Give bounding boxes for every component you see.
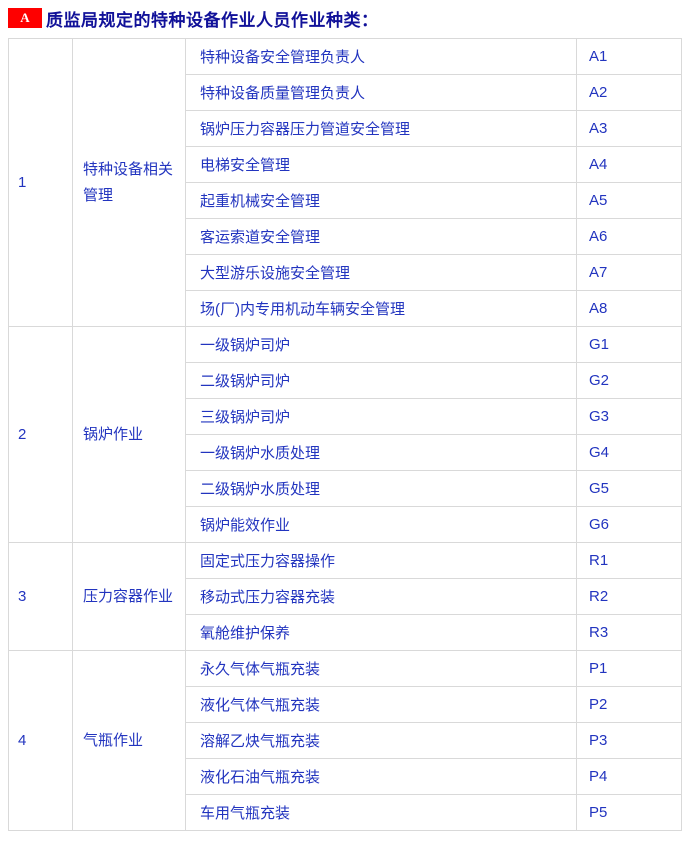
item-code-cell: G3 bbox=[576, 398, 682, 435]
item-code-cell: R3 bbox=[576, 614, 682, 651]
item-code-cell: A5 bbox=[576, 182, 682, 219]
item-name-cell: 特种设备安全管理负责人 bbox=[185, 38, 577, 75]
table-row: 电梯安全管理 A4 bbox=[9, 146, 682, 183]
table-row: 三级锅炉司炉 G3 bbox=[9, 398, 682, 435]
job-categories-table: 1 特种设备相关管理 特种设备安全管理负责人 A1 特种设备质量管理负责人 A2… bbox=[8, 38, 682, 831]
table-row: 大型游乐设施安全管理 A7 bbox=[9, 254, 682, 291]
category-cell: 气瓶作业 bbox=[72, 650, 186, 831]
table-row: 3 压力容器作业 固定式压力容器操作 R1 bbox=[8, 542, 682, 651]
item-name-cell: 二级锅炉司炉 bbox=[185, 362, 577, 399]
item-code-cell: G6 bbox=[576, 506, 682, 543]
table-row: 二级锅炉司炉 G2 bbox=[9, 362, 682, 399]
category-cell: 特种设备相关管理 bbox=[72, 38, 186, 327]
group-number-cell: 1 bbox=[8, 38, 73, 327]
item-code-cell: P1 bbox=[576, 650, 682, 687]
item-code-cell: A4 bbox=[576, 146, 682, 183]
item-code-cell: R1 bbox=[576, 542, 682, 579]
item-name-cell: 锅炉能效作业 bbox=[185, 506, 577, 543]
group-number-cell: 4 bbox=[8, 650, 73, 831]
table-row: 二级锅炉水质处理 G5 bbox=[9, 470, 682, 507]
item-name-cell: 三级锅炉司炉 bbox=[185, 398, 577, 435]
item-name-cell: 二级锅炉水质处理 bbox=[185, 470, 577, 507]
item-code-cell: G2 bbox=[576, 362, 682, 399]
item-code-cell: G5 bbox=[576, 470, 682, 507]
item-name-cell: 场(厂)内专用机动车辆安全管理 bbox=[185, 290, 577, 327]
table-row: 起重机械安全管理 A5 bbox=[9, 182, 682, 219]
item-code-cell: R2 bbox=[576, 578, 682, 615]
item-code-cell: P2 bbox=[576, 686, 682, 723]
table-row: 特种设备质量管理负责人 A2 bbox=[9, 74, 682, 111]
item-name-cell: 大型游乐设施安全管理 bbox=[185, 254, 577, 291]
item-name-cell: 电梯安全管理 bbox=[185, 146, 577, 183]
item-name-cell: 液化石油气瓶充装 bbox=[185, 758, 577, 795]
table-row: 锅炉压力容器压力管道安全管理 A3 bbox=[9, 110, 682, 147]
item-code-cell: P4 bbox=[576, 758, 682, 795]
item-code-cell: G1 bbox=[576, 326, 682, 363]
table-row: 溶解乙炔气瓶充装 P3 bbox=[9, 722, 682, 759]
table-row: 液化石油气瓶充装 P4 bbox=[9, 758, 682, 795]
item-name-cell: 起重机械安全管理 bbox=[185, 182, 577, 219]
table-row: 客运索道安全管理 A6 bbox=[9, 218, 682, 255]
item-code-cell: A3 bbox=[576, 110, 682, 147]
item-name-cell: 车用气瓶充装 bbox=[185, 794, 577, 831]
page-title: 质监局规定的特种设备作业人员作业种类： bbox=[46, 10, 379, 30]
category-cell: 压力容器作业 bbox=[72, 542, 186, 651]
table-row: 2 锅炉作业 一级锅炉司炉 G1 bbox=[8, 326, 682, 543]
table-row: 车用气瓶充装 P5 bbox=[9, 794, 682, 831]
item-name-cell: 固定式压力容器操作 bbox=[185, 542, 577, 579]
item-code-cell: G4 bbox=[576, 434, 682, 471]
item-name-cell: 氧舱维护保养 bbox=[185, 614, 577, 651]
item-code-cell: A1 bbox=[576, 38, 682, 75]
item-code-cell: A2 bbox=[576, 74, 682, 111]
table-row: 锅炉能效作业 G6 bbox=[9, 506, 682, 543]
group-number-cell: 3 bbox=[8, 542, 73, 651]
item-name-cell: 一级锅炉司炉 bbox=[185, 326, 577, 363]
item-code-cell: P5 bbox=[576, 794, 682, 831]
item-name-cell: 移动式压力容器充装 bbox=[185, 578, 577, 615]
page-title-bar: A 质监局规定的特种设备作业人员作业种类： bbox=[8, 7, 689, 30]
item-name-cell: 溶解乙炔气瓶充装 bbox=[185, 722, 577, 759]
table-row: 4 气瓶作业 永久气体气瓶充装 P1 bbox=[8, 650, 682, 831]
item-code-cell: A8 bbox=[576, 290, 682, 327]
section-badge: A bbox=[8, 8, 42, 28]
item-name-cell: 一级锅炉水质处理 bbox=[185, 434, 577, 471]
table-row: 1 特种设备相关管理 特种设备安全管理负责人 A1 bbox=[8, 38, 682, 327]
category-cell: 锅炉作业 bbox=[72, 326, 186, 543]
table-row: 氧舱维护保养 R3 bbox=[9, 614, 682, 651]
item-name-cell: 特种设备质量管理负责人 bbox=[185, 74, 577, 111]
item-code-cell: P3 bbox=[576, 722, 682, 759]
item-name-cell: 锅炉压力容器压力管道安全管理 bbox=[185, 110, 577, 147]
item-code-cell: A6 bbox=[576, 218, 682, 255]
item-name-cell: 液化气体气瓶充装 bbox=[185, 686, 577, 723]
table-row: 场(厂)内专用机动车辆安全管理 A8 bbox=[9, 290, 682, 327]
group-number-cell: 2 bbox=[8, 326, 73, 543]
item-code-cell: A7 bbox=[576, 254, 682, 291]
table-row: 液化气体气瓶充装 P2 bbox=[9, 686, 682, 723]
item-name-cell: 客运索道安全管理 bbox=[185, 218, 577, 255]
item-name-cell: 永久气体气瓶充装 bbox=[185, 650, 577, 687]
table-row: 移动式压力容器充装 R2 bbox=[9, 578, 682, 615]
